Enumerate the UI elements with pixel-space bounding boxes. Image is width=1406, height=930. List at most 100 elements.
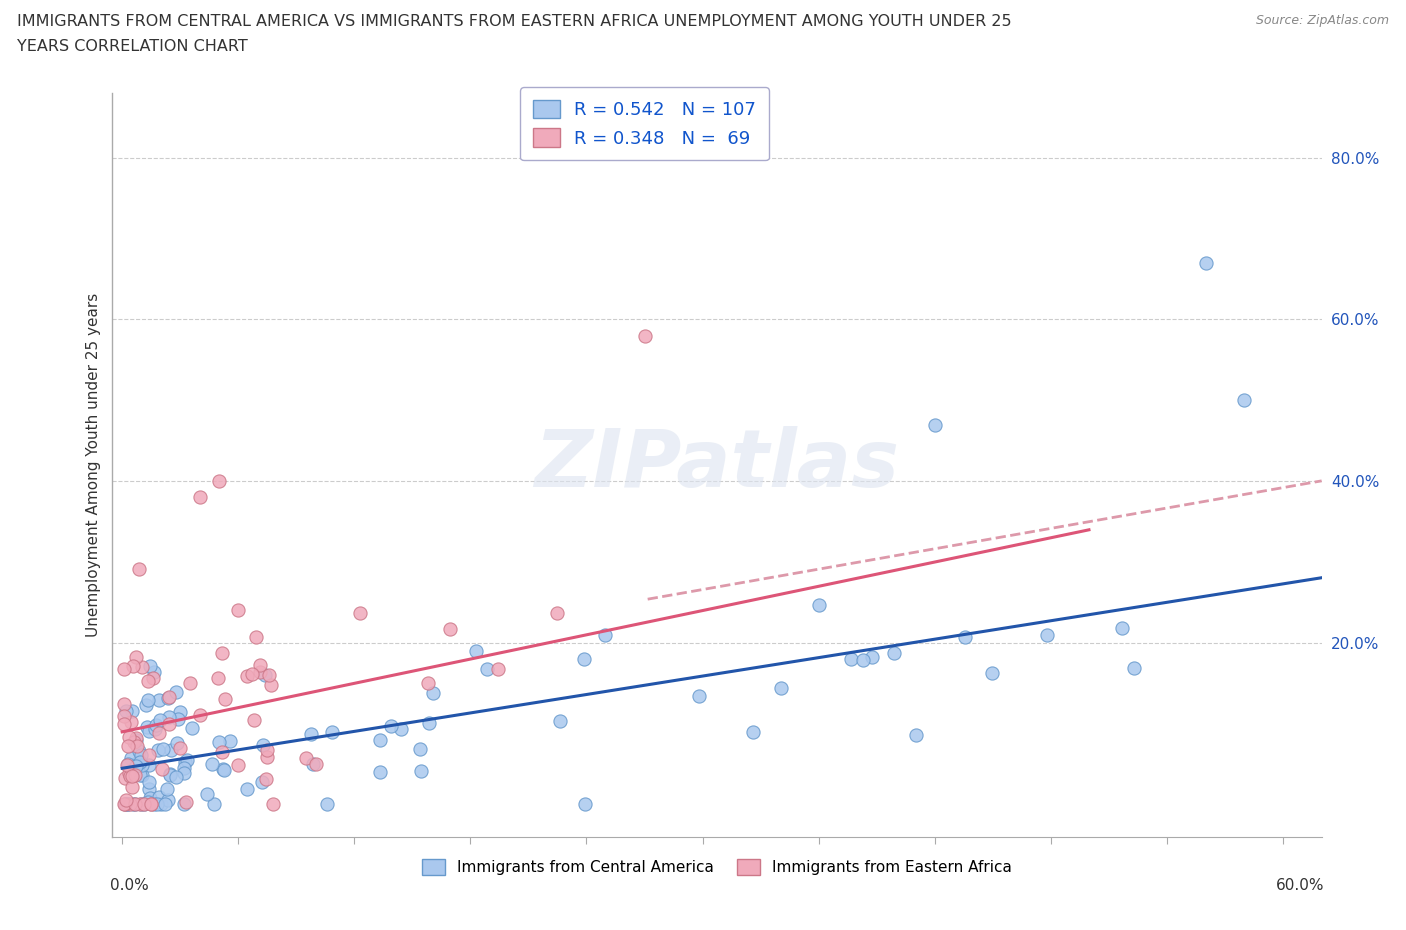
- Point: [1194, 256, 1216, 271]
- Point: [883, 645, 905, 660]
- Point: [131, 767, 153, 782]
- Point: [169, 740, 191, 755]
- Point: [121, 658, 143, 673]
- Point: [302, 756, 325, 771]
- Point: [243, 713, 266, 728]
- Point: [1036, 627, 1059, 642]
- Point: [770, 681, 793, 696]
- Point: [118, 765, 141, 780]
- Point: [173, 796, 195, 811]
- Point: [166, 770, 188, 785]
- Point: [188, 490, 211, 505]
- Point: [136, 692, 159, 707]
- Point: [207, 671, 229, 685]
- Point: [115, 704, 138, 719]
- Point: [208, 735, 231, 750]
- Point: [486, 661, 509, 676]
- Point: [316, 796, 339, 811]
- Point: [129, 796, 152, 811]
- Point: [124, 759, 146, 774]
- Point: [256, 742, 278, 757]
- Point: [149, 796, 172, 811]
- Point: [299, 726, 322, 741]
- Point: [146, 743, 169, 758]
- Point: [124, 767, 146, 782]
- Point: [179, 675, 201, 690]
- Point: [742, 724, 765, 739]
- Point: [214, 692, 236, 707]
- Point: [219, 734, 242, 749]
- Point: [152, 741, 174, 756]
- Point: [128, 755, 150, 770]
- Point: [112, 716, 135, 731]
- Point: [211, 645, 233, 660]
- Point: [135, 720, 157, 735]
- Point: [852, 653, 875, 668]
- Point: [117, 758, 139, 773]
- Point: [547, 605, 569, 620]
- Point: [173, 765, 195, 780]
- Text: 60.0%: 60.0%: [1275, 878, 1324, 893]
- Point: [167, 711, 190, 726]
- Point: [211, 745, 233, 760]
- Point: [256, 749, 278, 764]
- Point: [128, 743, 150, 758]
- Point: [129, 796, 152, 811]
- Point: [252, 737, 274, 752]
- Point: [118, 729, 141, 744]
- Point: [159, 742, 181, 757]
- Point: [368, 764, 391, 779]
- Point: [157, 716, 180, 731]
- Point: [136, 794, 159, 809]
- Point: [173, 761, 195, 776]
- Point: [129, 768, 152, 783]
- Point: [245, 630, 267, 644]
- Point: [157, 690, 180, 705]
- Point: [349, 605, 371, 620]
- Point: [226, 758, 249, 773]
- Text: YEARS CORRELATION CHART: YEARS CORRELATION CHART: [17, 39, 247, 54]
- Point: [142, 664, 165, 679]
- Point: [174, 754, 197, 769]
- Point: [212, 763, 235, 777]
- Point: [127, 754, 149, 769]
- Point: [124, 796, 146, 811]
- Point: [114, 771, 136, 786]
- Point: [253, 668, 276, 683]
- Point: [389, 722, 412, 737]
- Point: [249, 664, 271, 679]
- Point: [235, 781, 257, 796]
- Text: 0.0%: 0.0%: [110, 878, 149, 893]
- Point: [145, 718, 167, 733]
- Point: [157, 689, 180, 704]
- Point: [135, 698, 157, 712]
- Point: [235, 669, 257, 684]
- Point: [548, 714, 571, 729]
- Point: [156, 782, 179, 797]
- Point: [262, 796, 284, 811]
- Point: [574, 652, 596, 667]
- Point: [124, 758, 146, 773]
- Y-axis label: Unemployment Among Youth under 25 years: Unemployment Among Youth under 25 years: [86, 293, 101, 637]
- Point: [633, 328, 655, 343]
- Point: [257, 667, 280, 682]
- Point: [112, 796, 135, 811]
- Point: [124, 796, 146, 811]
- Point: [121, 769, 143, 784]
- Point: [250, 775, 273, 790]
- Point: [409, 764, 432, 778]
- Point: [125, 650, 148, 665]
- Point: [138, 658, 160, 673]
- Point: [112, 697, 135, 711]
- Point: [148, 790, 170, 804]
- Point: [134, 796, 156, 811]
- Point: [156, 792, 179, 807]
- Point: [321, 724, 343, 739]
- Point: [128, 562, 150, 577]
- Point: [143, 796, 166, 811]
- Point: [120, 714, 142, 729]
- Point: [370, 732, 392, 747]
- Point: [166, 736, 188, 751]
- Point: [121, 704, 143, 719]
- Point: [138, 775, 160, 790]
